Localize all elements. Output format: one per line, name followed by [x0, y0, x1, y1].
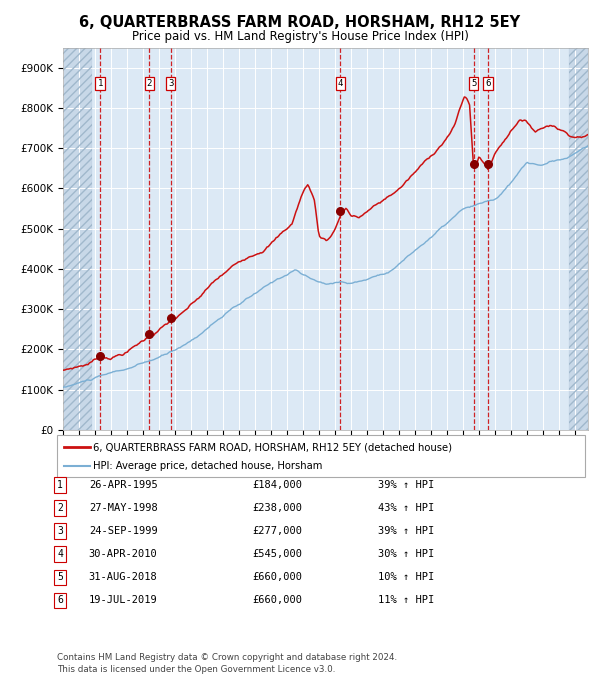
Text: 6: 6 — [57, 596, 63, 605]
Text: 31-AUG-2018: 31-AUG-2018 — [89, 573, 158, 582]
Text: HPI: Average price, detached house, Horsham: HPI: Average price, detached house, Hors… — [93, 460, 322, 471]
Bar — [63, 48, 92, 430]
Text: 5: 5 — [57, 573, 63, 582]
Text: 19-JUL-2019: 19-JUL-2019 — [89, 596, 158, 605]
Bar — [63, 48, 92, 430]
Text: This data is licensed under the Open Government Licence v3.0.: This data is licensed under the Open Gov… — [57, 665, 335, 674]
Bar — [569, 48, 588, 430]
Text: 39% ↑ HPI: 39% ↑ HPI — [378, 526, 434, 536]
Text: Price paid vs. HM Land Registry's House Price Index (HPI): Price paid vs. HM Land Registry's House … — [131, 30, 469, 43]
Text: 4: 4 — [57, 549, 63, 559]
Bar — [569, 48, 588, 430]
Text: 3: 3 — [168, 80, 173, 88]
Text: 30% ↑ HPI: 30% ↑ HPI — [378, 549, 434, 559]
Text: 11% ↑ HPI: 11% ↑ HPI — [378, 596, 434, 605]
Text: 3: 3 — [57, 526, 63, 536]
Text: £277,000: £277,000 — [252, 526, 302, 536]
Text: 43% ↑ HPI: 43% ↑ HPI — [378, 503, 434, 513]
Text: 30-APR-2010: 30-APR-2010 — [89, 549, 158, 559]
Text: 2: 2 — [147, 80, 152, 88]
Text: £238,000: £238,000 — [252, 503, 302, 513]
Text: 10% ↑ HPI: 10% ↑ HPI — [378, 573, 434, 582]
Text: 4: 4 — [338, 80, 343, 88]
Text: 6, QUARTERBRASS FARM ROAD, HORSHAM, RH12 5EY (detached house): 6, QUARTERBRASS FARM ROAD, HORSHAM, RH12… — [93, 442, 452, 452]
Text: Contains HM Land Registry data © Crown copyright and database right 2024.: Contains HM Land Registry data © Crown c… — [57, 653, 397, 662]
Text: 24-SEP-1999: 24-SEP-1999 — [89, 526, 158, 536]
Text: 6, QUARTERBRASS FARM ROAD, HORSHAM, RH12 5EY: 6, QUARTERBRASS FARM ROAD, HORSHAM, RH12… — [79, 15, 521, 30]
Text: £545,000: £545,000 — [252, 549, 302, 559]
Text: 39% ↑ HPI: 39% ↑ HPI — [378, 480, 434, 490]
Text: 26-APR-1995: 26-APR-1995 — [89, 480, 158, 490]
Text: 1: 1 — [57, 480, 63, 490]
Text: 2: 2 — [57, 503, 63, 513]
Text: 5: 5 — [471, 80, 476, 88]
Text: 1: 1 — [97, 80, 103, 88]
Text: £660,000: £660,000 — [252, 573, 302, 582]
Text: 6: 6 — [485, 80, 491, 88]
Text: £184,000: £184,000 — [252, 480, 302, 490]
Text: 27-MAY-1998: 27-MAY-1998 — [89, 503, 158, 513]
Text: £660,000: £660,000 — [252, 596, 302, 605]
